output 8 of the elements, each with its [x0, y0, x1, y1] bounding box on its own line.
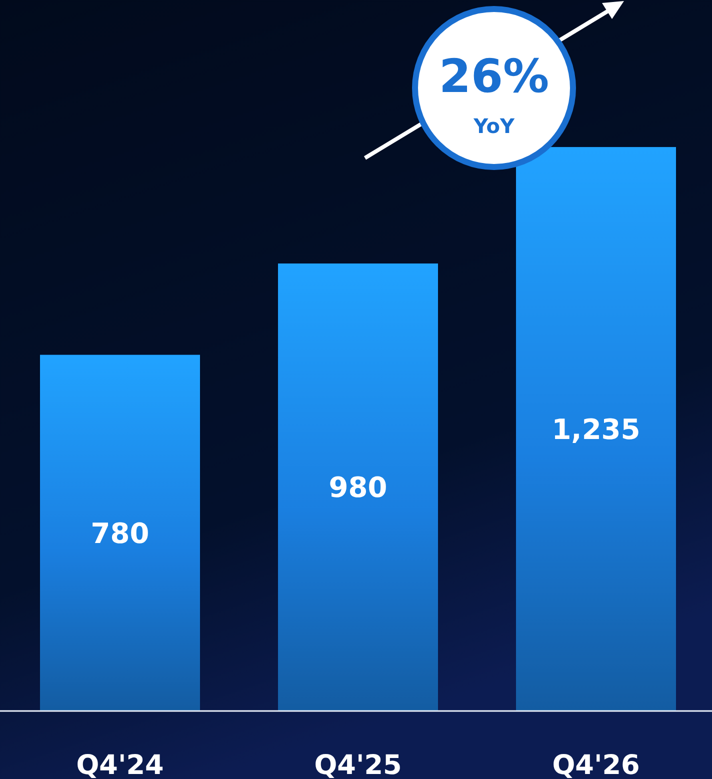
annotation: 26% — [438, 49, 550, 103]
x-tick-label: Q4'26 — [552, 750, 640, 779]
x-tick-label: Q4'25 — [314, 750, 402, 779]
annotation: YoY — [472, 114, 515, 138]
x-tick-label: Q4'24 — [76, 750, 164, 779]
data-label: 1,235 — [552, 413, 640, 446]
data-label: 980 — [328, 471, 388, 504]
data-label: 780 — [90, 516, 150, 550]
